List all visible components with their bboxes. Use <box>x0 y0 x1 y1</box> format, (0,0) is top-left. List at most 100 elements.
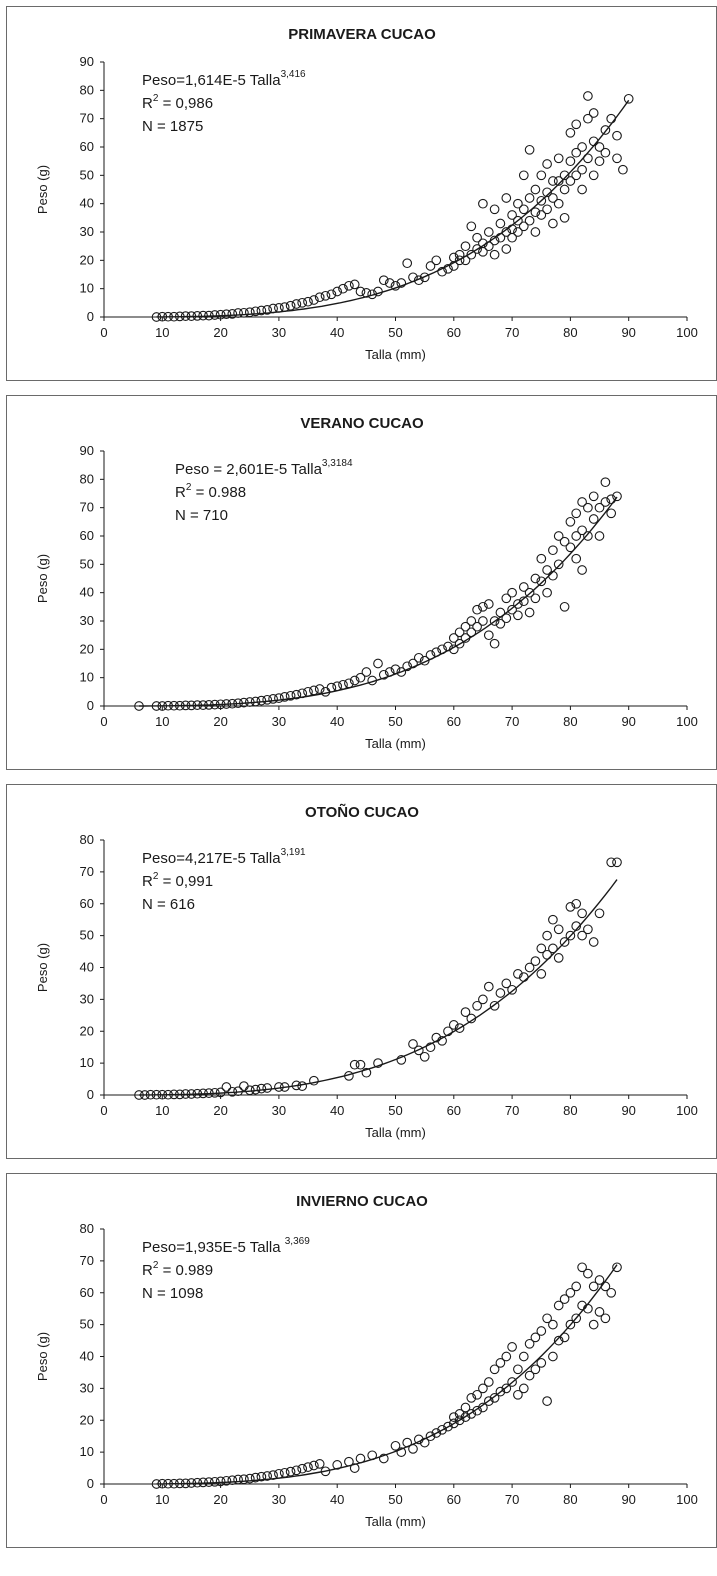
data-point <box>594 142 605 152</box>
data-point <box>577 142 587 152</box>
data-point <box>577 164 587 175</box>
data-point <box>215 1087 226 1098</box>
x-tick-label: 70 <box>505 714 519 729</box>
data-point <box>466 1013 477 1024</box>
x-tick-label: 40 <box>330 325 344 340</box>
y-tick-label: 40 <box>80 1349 94 1364</box>
y-tick-label: 20 <box>80 1023 94 1038</box>
data-point <box>559 184 570 195</box>
data-point <box>483 241 494 252</box>
x-tick-label: 30 <box>272 1492 286 1507</box>
data-point <box>384 278 395 288</box>
data-point <box>291 1080 302 1091</box>
data-point <box>419 1051 430 1062</box>
data-point <box>489 204 500 215</box>
data-point <box>553 559 564 570</box>
y-tick-label: 80 <box>80 1221 94 1236</box>
x-tick-label: 80 <box>563 1492 577 1507</box>
r2-value: = 0,991 <box>158 873 213 890</box>
chart-svg-invierno: INVIERNO CUCAO 0 10 20 30 40 50 60 70 80 0 10 20 30 40… <box>35 1193 698 1529</box>
y-tick-label: 60 <box>80 896 94 911</box>
data-point <box>536 969 547 979</box>
data-point <box>233 308 243 318</box>
r2-value: = 0.988 <box>191 484 246 501</box>
data-point <box>186 700 197 711</box>
data-point <box>413 652 424 663</box>
data-point <box>495 1358 506 1368</box>
data-point <box>600 497 611 507</box>
data-point <box>507 587 517 598</box>
data-point <box>256 1471 267 1482</box>
data-point <box>583 1268 593 1279</box>
y-tick-label: 50 <box>80 1317 94 1332</box>
data-point <box>571 1281 582 1292</box>
data-point <box>495 607 506 618</box>
data-point <box>536 553 547 564</box>
data-point <box>134 701 144 711</box>
data-point <box>565 542 576 553</box>
data-point <box>501 244 512 254</box>
chart-panel-invierno: INVIERNO CUCAO 0 10 20 30 40 50 60 70 80 0 10 20 30 40… <box>6 1173 717 1548</box>
data-point <box>221 699 232 709</box>
x-tick-label: 30 <box>272 325 286 340</box>
r2-value: = 0.989 <box>158 1262 213 1279</box>
data-point <box>577 1262 587 1273</box>
data-point <box>355 286 366 297</box>
data-point <box>478 616 488 626</box>
data-point <box>262 1471 273 1481</box>
x-tick-label: 80 <box>563 1103 577 1118</box>
data-point <box>443 1421 453 1432</box>
equation-label: Peso=1,614E-5 Talla3,416 <box>142 69 306 89</box>
data-point <box>314 292 325 303</box>
data-point <box>344 1456 354 1467</box>
data-point <box>169 700 179 711</box>
data-point <box>268 303 278 314</box>
data-point <box>501 1351 512 1362</box>
data-point <box>174 311 185 322</box>
data-point <box>612 857 622 868</box>
data-point <box>408 1039 418 1049</box>
x-tick-label: 60 <box>447 714 461 729</box>
data-point <box>396 1055 407 1065</box>
data-point <box>495 218 506 229</box>
data-point <box>530 1332 541 1343</box>
data-point <box>583 531 593 541</box>
data-point <box>483 1396 494 1406</box>
x-tick-label: 0 <box>100 1103 107 1118</box>
data-point <box>530 593 541 604</box>
data-point <box>344 1071 354 1081</box>
data-point <box>355 1453 366 1464</box>
data-point <box>565 176 576 186</box>
data-point <box>274 1468 284 1479</box>
data-point <box>309 1075 319 1086</box>
x-tick-label: 20 <box>213 1492 227 1507</box>
equation-label: Peso = 2,601E-5 Talla3,3184 <box>175 458 353 478</box>
r2-label: R2 = 0.988 <box>175 482 246 501</box>
r2-superscript: 2 <box>186 482 192 493</box>
x-tick-label: 80 <box>563 714 577 729</box>
data-point <box>588 108 599 118</box>
x-tick-label: 20 <box>213 714 227 729</box>
data-point <box>215 1476 226 1487</box>
data-point <box>349 279 360 290</box>
data-point <box>472 1389 482 1400</box>
equation-exponent: 3,416 <box>281 69 306 80</box>
y-tick-label: 70 <box>80 1253 94 1268</box>
x-tick-label: 60 <box>447 1492 461 1507</box>
data-point <box>454 638 465 649</box>
data-point <box>291 1465 302 1476</box>
data-point <box>285 1466 296 1477</box>
x-tick-label: 60 <box>447 325 461 340</box>
data-point <box>256 695 267 706</box>
data-point <box>565 156 576 167</box>
data-point <box>157 701 168 711</box>
x-tick-label: 70 <box>505 1492 519 1507</box>
x-tick-label: 90 <box>621 714 635 729</box>
data-point <box>460 241 471 252</box>
data-point <box>139 1090 150 1100</box>
data-point <box>530 1364 541 1375</box>
data-point <box>198 1477 208 1488</box>
data-point <box>565 127 576 138</box>
data-point <box>227 1086 238 1097</box>
data-point <box>536 170 547 181</box>
